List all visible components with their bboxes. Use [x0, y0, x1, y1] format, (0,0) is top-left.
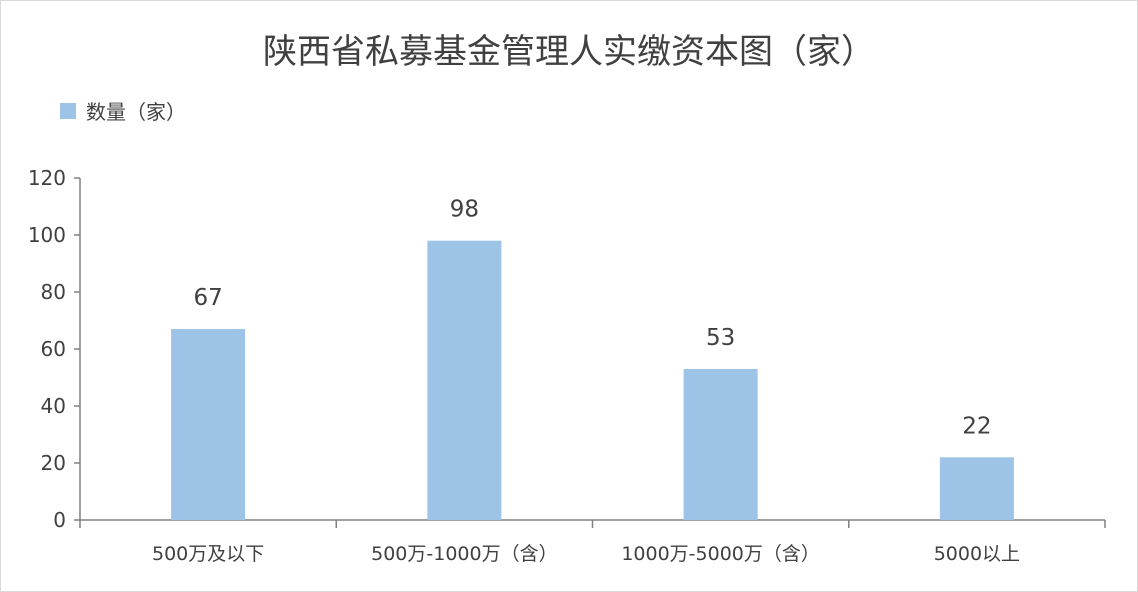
y-tick-label: 100: [28, 223, 66, 247]
data-label: 53: [706, 325, 735, 351]
bar: [171, 329, 246, 520]
chart-title: 陕西省私募基金管理人实缴资本图（家）: [263, 32, 875, 72]
legend-swatch: [60, 102, 76, 119]
legend: 数量（家）: [60, 96, 186, 125]
x-tick-label: 500万-1000万（含）: [371, 543, 557, 565]
y-tick-label: 60: [41, 337, 66, 361]
y-tick-label: 20: [41, 451, 66, 475]
y-tick-label: 80: [41, 280, 66, 304]
legend-label: 数量（家）: [86, 100, 186, 124]
x-tick-label: 1000万-5000万（含）: [621, 543, 820, 565]
x-tick-label: 500万及以下: [152, 543, 264, 565]
data-label: 22: [962, 413, 991, 439]
x-tick-label: 5000以上: [934, 543, 1020, 565]
y-tick-label: 40: [41, 394, 66, 418]
bar: [939, 457, 1014, 520]
y-tick-label: 120: [28, 166, 66, 190]
y-tick-label: 0: [53, 508, 66, 532]
bar: [427, 240, 502, 520]
data-label: 67: [193, 285, 222, 311]
data-label: 98: [450, 197, 479, 223]
bar: [683, 368, 758, 520]
